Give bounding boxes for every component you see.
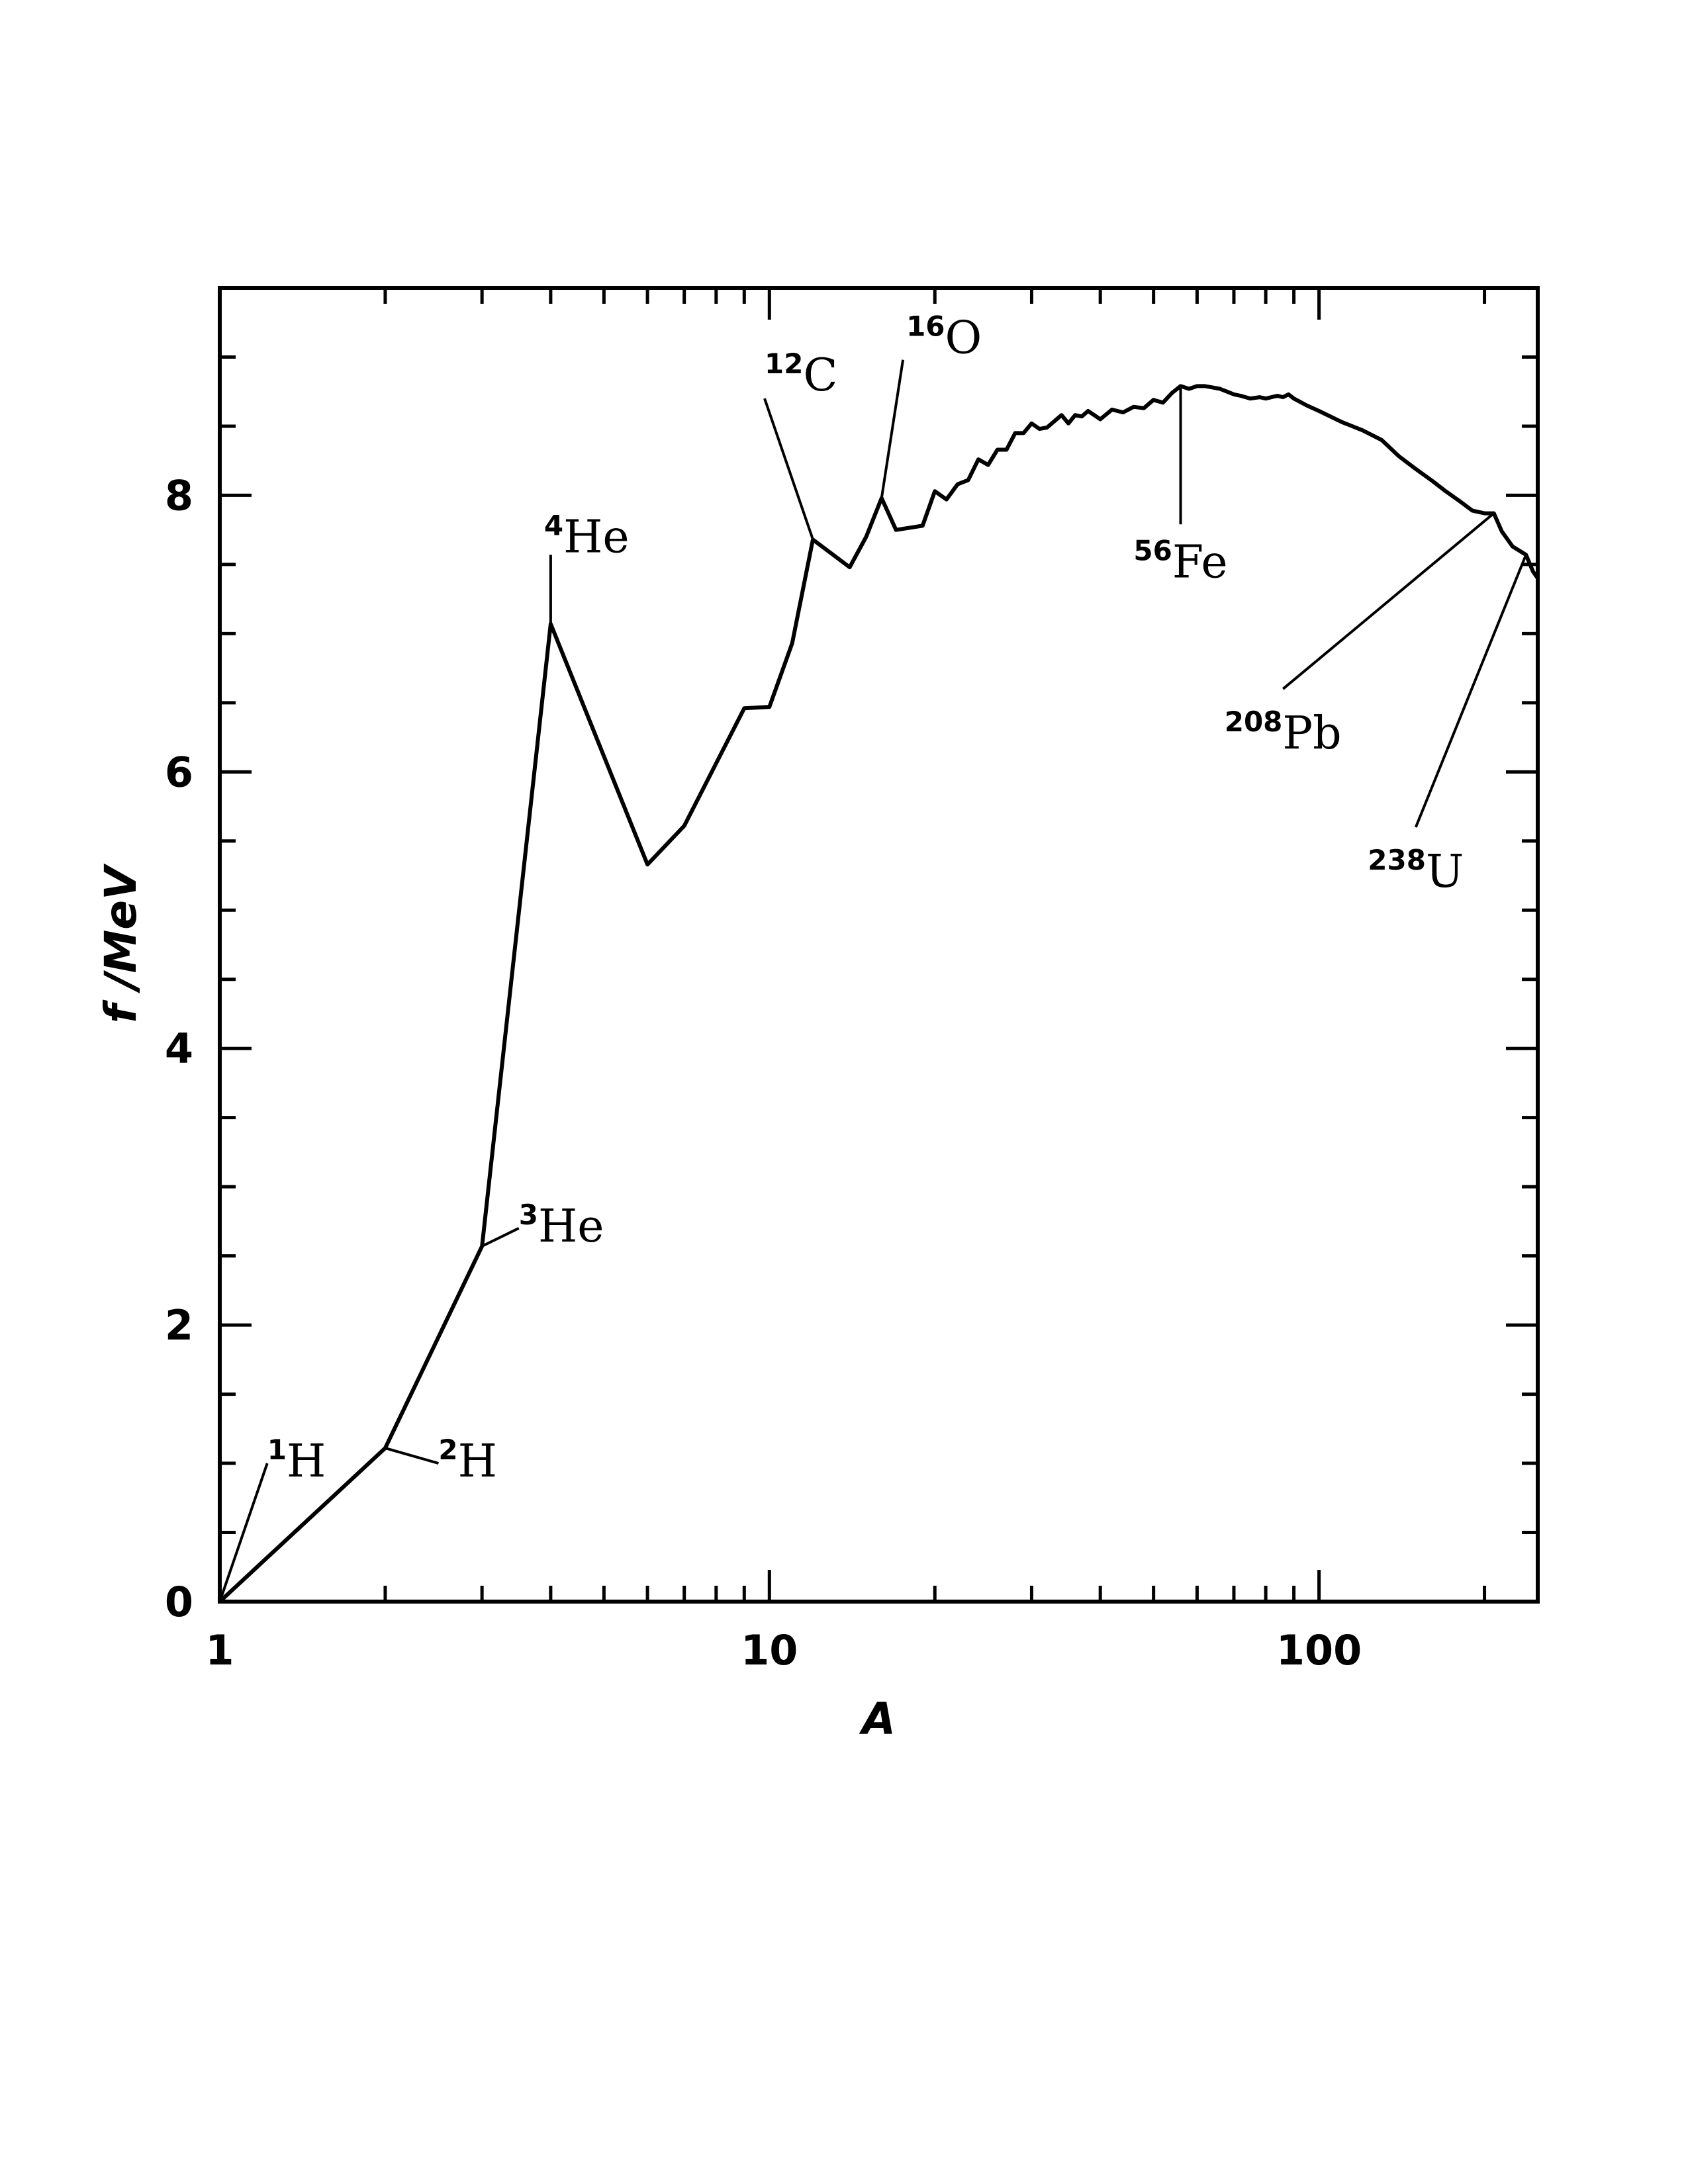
nuclide-label: 208Pb bbox=[1225, 705, 1342, 760]
annotation-leader bbox=[1282, 512, 1495, 690]
annotation-leader bbox=[218, 1463, 269, 1602]
y-axis-label: f /MeV bbox=[95, 863, 146, 1023]
y-tick-label: 8 bbox=[165, 471, 193, 520]
nuclide-label: 238U bbox=[1368, 844, 1464, 898]
axis-tick-labels: 1 10 100 0 2 4 6 8 bbox=[165, 471, 1362, 1674]
series-line bbox=[218, 384, 1540, 1604]
x-tick-label: 100 bbox=[1276, 1626, 1362, 1674]
axis-ticks bbox=[218, 288, 1538, 1604]
annotation-leader bbox=[1414, 554, 1528, 828]
annotation-leader bbox=[763, 398, 814, 540]
annotation-leader bbox=[880, 359, 905, 498]
y-tick-label: 6 bbox=[165, 748, 193, 796]
nuclide-label: 2H bbox=[438, 1433, 497, 1488]
y-tick-label: 2 bbox=[165, 1301, 193, 1349]
x-tick-label: 10 bbox=[741, 1626, 798, 1674]
x-axis-label: A bbox=[859, 1694, 896, 1745]
annotation-leaders bbox=[218, 359, 1528, 1602]
annotation-leader bbox=[481, 1227, 520, 1248]
y-tick-label: 0 bbox=[165, 1578, 193, 1626]
plot-frame bbox=[218, 286, 1540, 1604]
data-series bbox=[218, 384, 1540, 1604]
nuclide-label: 56Fe bbox=[1133, 534, 1227, 588]
y-tick-label: 4 bbox=[165, 1024, 193, 1073]
nuclide-label: 3He bbox=[519, 1199, 604, 1253]
annotation-leader bbox=[385, 1447, 439, 1465]
annotation-labels: 1H 2H 3He 4He 12C 16O 56Fe 208Pb 238U bbox=[267, 310, 1464, 1488]
nuclide-label: 12C bbox=[765, 347, 837, 402]
nuclide-label: 4He bbox=[544, 509, 630, 563]
x-tick-label: 1 bbox=[205, 1626, 234, 1674]
nuclide-label: 16O bbox=[906, 310, 982, 365]
nuclide-label: 1H bbox=[267, 1433, 326, 1488]
